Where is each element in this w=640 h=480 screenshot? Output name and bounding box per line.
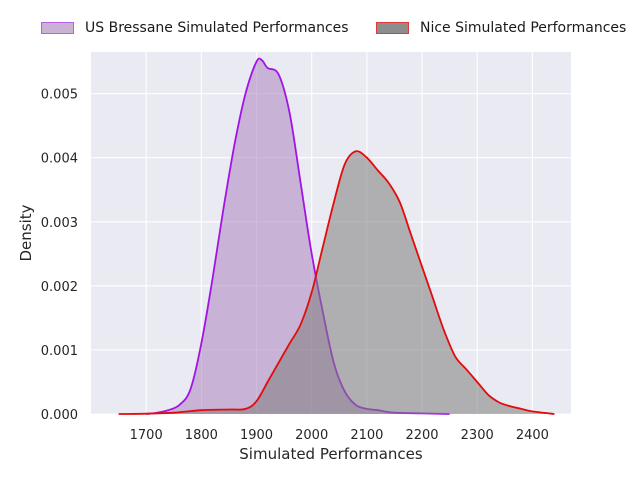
legend-label-us-bressane: US Bressane Simulated Performances [85,20,349,36]
y-tick-labels: 0.000 0.001 0.002 0.003 0.004 0.005 [41,88,78,423]
x-tick-label: 2100 [350,428,383,443]
legend-item-nice: Nice Simulated Performances [376,20,626,36]
x-tick-label: 1700 [130,428,163,443]
x-tick-label: 2000 [295,428,328,443]
y-tick-label: 0.005 [41,88,78,103]
legend-swatch-us-bressane [41,22,74,34]
y-tick-label: 0.002 [41,280,78,295]
y-axis-label: Density [17,204,35,261]
legend: US Bressane Simulated Performances Nice … [0,20,640,42]
x-tick-label: 2400 [516,428,549,443]
x-tick-label: 2200 [405,428,438,443]
x-tick-label: 1800 [185,428,218,443]
legend-label-nice: Nice Simulated Performances [420,20,627,36]
x-tick-label: 2300 [461,428,494,443]
y-tick-label: 0.004 [41,152,78,167]
x-axis-label: Simulated Performances [239,445,423,463]
density-area-us-bressane [146,58,450,415]
y-tick-label: 0.003 [41,216,78,231]
y-tick-label: 0.000 [41,408,78,423]
y-tick-label: 0.001 [41,344,78,359]
series-layer [118,57,555,415]
legend-item-us-bressane: US Bressane Simulated Performances [41,20,349,36]
x-tick-label: 1900 [240,428,273,443]
x-tick-labels: 1700 1800 1900 2000 2100 2200 2300 2400 [130,428,549,443]
density-area-nice [118,151,555,414]
legend-swatch-nice [376,22,409,34]
density-line-nice [118,150,555,415]
